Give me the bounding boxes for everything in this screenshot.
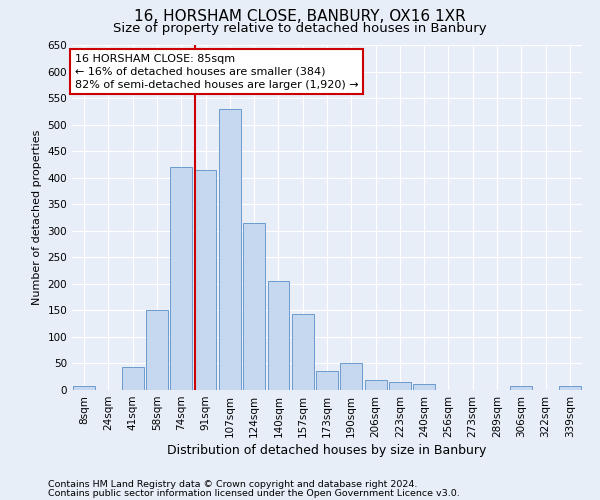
Bar: [365, 380, 386, 390]
Bar: [170, 167, 192, 390]
Bar: [292, 314, 314, 390]
X-axis label: Distribution of detached houses by size in Banbury: Distribution of detached houses by size …: [167, 444, 487, 457]
Bar: [219, 108, 241, 390]
Text: Contains public sector information licensed under the Open Government Licence v3: Contains public sector information licen…: [48, 490, 460, 498]
Bar: [146, 310, 168, 390]
Bar: [268, 281, 289, 390]
Text: Size of property relative to detached houses in Banbury: Size of property relative to detached ho…: [113, 22, 487, 35]
Bar: [243, 223, 265, 390]
Bar: [122, 366, 143, 390]
Bar: [316, 372, 338, 390]
Bar: [389, 382, 411, 390]
Bar: [340, 364, 362, 390]
Text: 16 HORSHAM CLOSE: 85sqm
← 16% of detached houses are smaller (384)
82% of semi-d: 16 HORSHAM CLOSE: 85sqm ← 16% of detache…: [74, 54, 358, 90]
Bar: [559, 386, 581, 390]
Bar: [413, 384, 435, 390]
Bar: [511, 386, 532, 390]
Text: Contains HM Land Registry data © Crown copyright and database right 2024.: Contains HM Land Registry data © Crown c…: [48, 480, 418, 489]
Y-axis label: Number of detached properties: Number of detached properties: [32, 130, 42, 305]
Bar: [194, 170, 217, 390]
Bar: [73, 386, 95, 390]
Text: 16, HORSHAM CLOSE, BANBURY, OX16 1XR: 16, HORSHAM CLOSE, BANBURY, OX16 1XR: [134, 9, 466, 24]
